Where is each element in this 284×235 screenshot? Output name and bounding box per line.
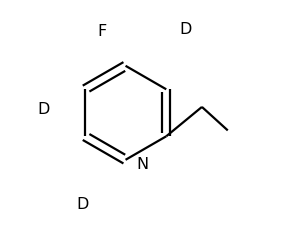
Text: N: N (136, 157, 148, 172)
Text: D: D (37, 102, 49, 117)
Text: D: D (179, 22, 192, 37)
Text: D: D (76, 197, 88, 212)
Text: F: F (97, 24, 107, 39)
